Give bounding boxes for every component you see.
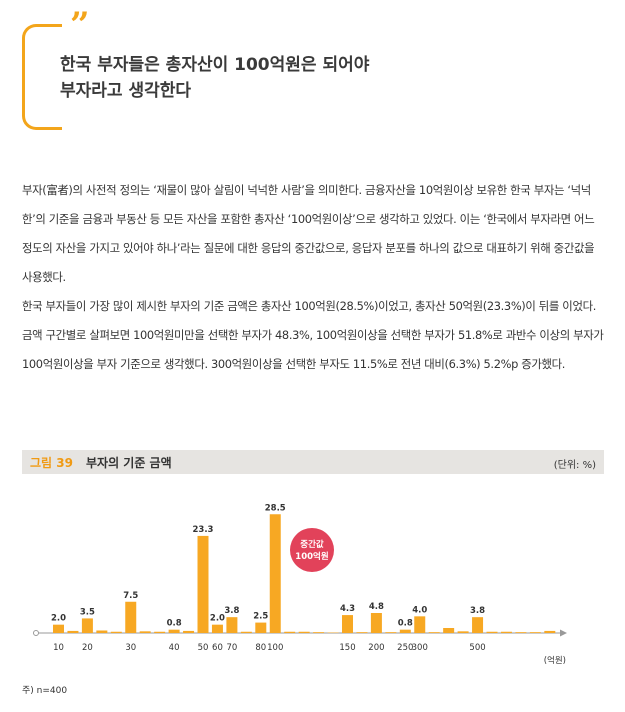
bar [67,630,79,633]
data-label: 4.3 [340,604,355,614]
x-tick-label: 80 [255,643,266,653]
data-label: 23.3 [193,525,214,535]
bar [385,632,397,633]
bar-chart: 2.0 10 3.5 20 7.5 30 0.8 40 23.3 50 2.0 60 3.8 70 2.5 8… [33,503,567,666]
x-tick-label: 150 [339,643,355,653]
median-badge-line-2: 100억원 [295,551,329,562]
figure-footnote: 주) n=400 [22,686,68,696]
data-label: 7.5 [123,591,138,601]
bar [81,618,93,633]
headline: 한국 부자들은 총자산이 100억원은 되어야 부자라고 생각한다 [60,52,580,104]
bar [313,632,325,633]
x-tick-label: 500 [469,643,485,653]
x-tick-label: 60 [212,643,223,653]
bar [486,631,498,633]
bar [457,631,469,633]
x-tick-label: 70 [226,643,237,653]
data-label: 4.0 [412,605,427,615]
bar [356,632,368,633]
bar [154,631,166,633]
data-label: 4.8 [369,602,384,612]
bar [53,624,64,633]
bar [125,601,137,633]
bar [211,624,223,633]
data-label: 3.8 [470,606,485,616]
bar [255,622,267,633]
body-paragraph-1: 부자(富者)의 사전적 정의는 ‘재물이 많아 살림이 넉넉한 사람’을 의미한… [22,183,595,284]
bar [269,514,281,633]
x-tick-label: 40 [169,643,180,653]
x-tick-label: 250 [397,643,413,653]
x-unit-label: (억원) [544,655,566,666]
figure-header: 그림 39 부자의 기준 금액 (단위: %) [22,450,604,474]
x-tick-label: 200 [368,643,384,653]
bar [414,616,426,633]
bar [240,631,252,633]
figure-unit: (단위: %) [553,460,596,471]
data-label: 0.8 [167,619,182,629]
bar [139,631,151,633]
quote-mark-icon: ” [70,5,90,45]
bar [515,632,527,633]
data-label: 2.0 [51,614,66,624]
bar [370,613,382,633]
bar [110,631,122,633]
quote-bracket [22,24,62,130]
bar [226,617,238,633]
data-label: 28.5 [265,503,286,513]
x-tick-label: 30 [125,643,136,653]
bar [197,535,209,633]
bar [500,631,512,633]
bar [284,631,296,633]
bar [443,628,455,633]
x-tick-label: 300 [412,643,428,653]
axis-start-marker [33,630,39,636]
data-label: 2.0 [210,614,225,624]
bar [544,630,556,633]
figure-label: 그림 39 [30,456,73,470]
median-badge [290,528,334,572]
bar [298,631,310,633]
bar [96,630,108,633]
body-paragraph-2: 한국 부자들이 가장 많이 제시한 부자의 기준 금액은 총자산 100억원(2… [22,299,604,371]
axis-arrow-icon [560,629,567,637]
headline-line-2: 부자라고 생각한다 [60,81,192,101]
data-label: 2.5 [253,612,268,622]
bar [399,629,411,633]
x-tick-label: 100 [267,643,283,653]
figure-title: 부자의 기준 금액 [86,456,172,470]
x-tick-label: 10 [53,643,64,653]
bar [428,632,440,633]
data-label: 0.8 [398,619,413,629]
median-badge-line-1: 중간값 [300,539,324,550]
bar [168,629,180,633]
data-label: 3.5 [80,607,95,617]
x-tick-label: 50 [198,643,209,653]
x-tick-label: 20 [82,643,93,653]
body-text: 부자(富者)의 사전적 정의는 ‘재물이 많아 살림이 넉넉한 사람’을 의미한… [22,176,606,379]
bar [529,632,541,633]
bar [183,630,195,633]
bar [472,617,484,633]
headline-line-1: 한국 부자들은 총자산이 100억원은 되어야 [60,55,370,75]
data-label: 3.8 [224,606,239,616]
bar [342,615,353,633]
